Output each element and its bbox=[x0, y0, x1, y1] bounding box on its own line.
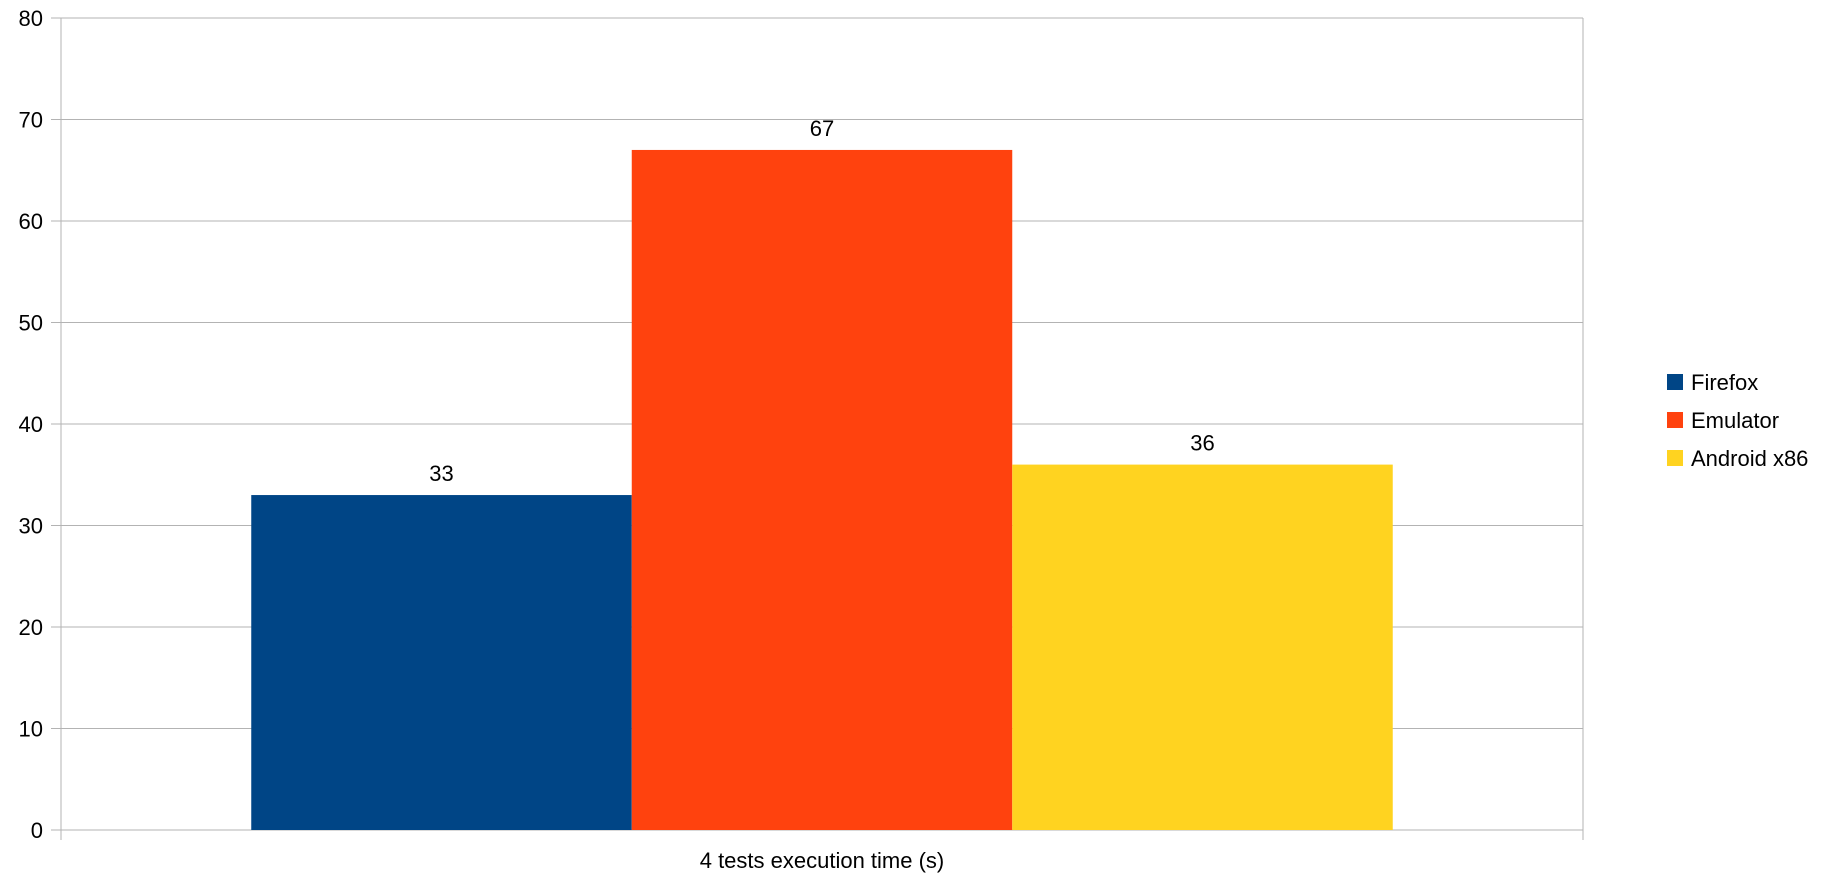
y-tick-label: 50 bbox=[19, 311, 43, 336]
legend-label: Android x86 bbox=[1691, 446, 1808, 471]
bars bbox=[251, 149, 1393, 830]
labels: 0 10 20 30 40 50 60 70 80 33 67 36 4 tests execution… bbox=[19, 6, 1215, 873]
legend-label: Emulator bbox=[1691, 408, 1779, 433]
y-tick-label: 0 bbox=[31, 818, 43, 843]
bar-firefox bbox=[251, 495, 632, 830]
legend: Firefox Emulator Android x86 bbox=[1667, 370, 1808, 471]
y-tick-label: 20 bbox=[19, 615, 43, 640]
data-label: 36 bbox=[1190, 431, 1214, 456]
data-label: 67 bbox=[810, 116, 834, 141]
legend-swatch bbox=[1667, 450, 1683, 466]
y-tick-label: 10 bbox=[19, 717, 43, 742]
y-tick-label: 70 bbox=[19, 108, 43, 133]
y-tick-label: 40 bbox=[19, 412, 43, 437]
x-category-label: 4 tests execution time (s) bbox=[700, 848, 945, 873]
bar-emulator bbox=[631, 149, 1013, 830]
legend-swatch bbox=[1667, 412, 1683, 428]
y-tick-label: 60 bbox=[19, 209, 43, 234]
data-label: 33 bbox=[429, 461, 453, 486]
axes bbox=[60, 18, 1584, 840]
legend-label: Firefox bbox=[1691, 370, 1758, 395]
y-tick-label: 30 bbox=[19, 514, 43, 539]
y-tick-label: 80 bbox=[19, 6, 43, 31]
bar-android-x86 bbox=[1012, 464, 1393, 830]
legend-swatch bbox=[1667, 374, 1683, 390]
